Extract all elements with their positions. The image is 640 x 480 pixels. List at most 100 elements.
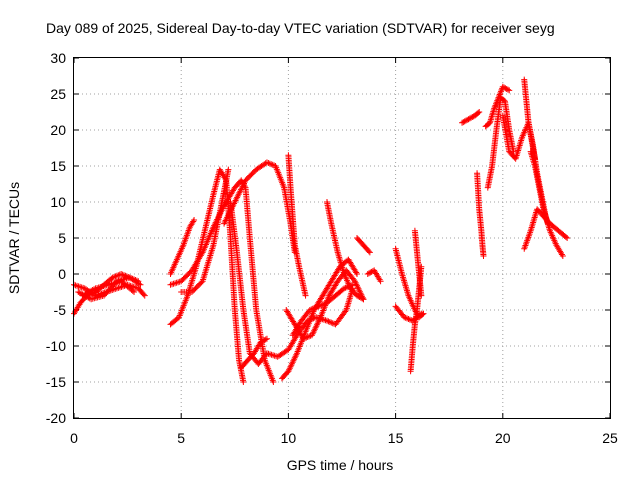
data-point [354, 292, 361, 299]
data-point [258, 338, 265, 345]
y-tick-label: 20 [50, 122, 66, 138]
data-point [465, 116, 472, 123]
data-point [326, 319, 333, 325]
data-point [303, 334, 310, 341]
data-point [270, 352, 277, 359]
data-point [460, 119, 467, 126]
data-point [167, 281, 174, 288]
y-tick-label: 10 [50, 194, 66, 210]
grid-lines [73, 57, 611, 419]
data-point [309, 305, 316, 312]
data-point [404, 315, 411, 322]
data-point [323, 317, 330, 324]
x-tick-labels: 0 5 10 15 20 25 [70, 430, 618, 446]
series-arc-b7 [238, 335, 270, 371]
data-point [267, 351, 274, 358]
data-point [77, 283, 84, 290]
data-point [506, 87, 513, 94]
data-point [74, 282, 81, 289]
data-point [468, 114, 475, 121]
data-point [377, 278, 384, 285]
series-arc-c6 [354, 235, 373, 256]
data-point [302, 292, 309, 299]
data-point [169, 281, 176, 288]
data-point [262, 336, 269, 343]
data-point [312, 304, 319, 311]
data-point [115, 284, 122, 291]
x-axis-label: GPS time / hours [287, 457, 394, 473]
plot-frame [73, 57, 611, 419]
series-arc-e4 [484, 94, 517, 191]
data-point [564, 235, 571, 241]
y-tick-label: 30 [50, 50, 66, 66]
y-tick-label: 0 [58, 266, 66, 282]
data-point [306, 307, 313, 313]
y-tick-label: -10 [46, 338, 66, 354]
data-point [257, 339, 264, 346]
data-point [504, 86, 511, 93]
data-point [353, 269, 360, 276]
data-point [119, 271, 126, 278]
y-tick-label: -5 [54, 302, 67, 318]
data-point [328, 319, 335, 326]
data-point [359, 295, 366, 302]
data-point [266, 160, 273, 167]
data-point [357, 294, 364, 301]
series-arc-e8 [527, 148, 551, 227]
data-point [341, 285, 348, 292]
y-tick-label: 5 [58, 230, 66, 246]
data-point [464, 116, 471, 123]
data-point [172, 280, 179, 287]
data-point [260, 337, 267, 344]
data-point [367, 269, 374, 276]
data-point [170, 280, 177, 287]
data-point [225, 166, 232, 173]
x-tick-label: 20 [495, 430, 511, 446]
data-point [109, 274, 116, 281]
data-point [91, 286, 98, 293]
data-point [501, 84, 508, 91]
data-point [173, 279, 180, 286]
data-point [270, 379, 277, 385]
y-axis-label: SDTVAR / TECUs [6, 182, 22, 294]
data-point [319, 301, 326, 308]
data-point [476, 109, 483, 115]
chart-title: Day 089 of 2025, Sidereal Day-to-day VTE… [46, 20, 555, 36]
y-tick-label: -20 [46, 410, 66, 426]
data-point [129, 287, 136, 294]
series-arc-e1 [459, 109, 483, 126]
series-arc-c1 [285, 152, 309, 299]
data-point [240, 379, 247, 385]
data-point [365, 248, 372, 255]
data-point [316, 302, 323, 309]
data-point [364, 271, 371, 277]
x-tick-label: 25 [602, 430, 618, 446]
data-point [418, 263, 425, 270]
data-point [313, 304, 320, 310]
data-point [75, 283, 82, 290]
data-point [136, 280, 143, 287]
data-point [502, 85, 509, 92]
data-point [318, 302, 325, 309]
data-point [342, 308, 349, 315]
data-point [360, 296, 367, 303]
series-arc-b5 [221, 159, 298, 256]
data-point [342, 284, 349, 291]
series-arc-a4 [79, 278, 138, 299]
data-point [354, 271, 361, 277]
data-point [469, 114, 476, 121]
data-point [405, 316, 412, 322]
y-tick-labels: 30 25 20 15 10 5 0 -5 -10 -15 -20 [46, 50, 66, 426]
data-point [304, 334, 311, 340]
data-point [499, 83, 506, 90]
series-arc-b2 [167, 217, 198, 277]
y-tick-label: -15 [46, 374, 66, 390]
data-point [503, 85, 510, 92]
data-point [137, 281, 144, 288]
x-tick-label: 0 [70, 430, 78, 446]
data-point [141, 292, 148, 299]
data-point [112, 273, 119, 280]
data-point [562, 233, 569, 240]
series-arc-c7 [364, 267, 384, 285]
series-arc-e2 [474, 170, 487, 259]
